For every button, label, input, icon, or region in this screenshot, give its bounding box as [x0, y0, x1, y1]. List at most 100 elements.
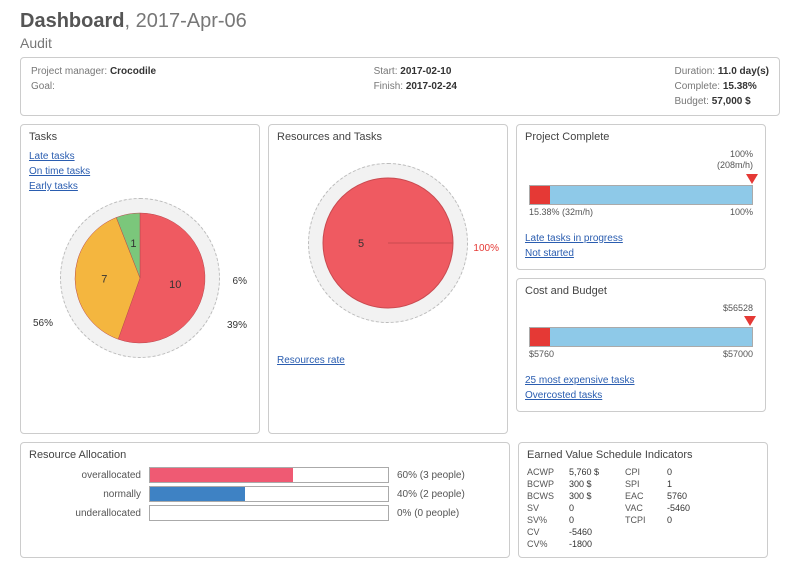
- evs-key: BCWS: [527, 491, 563, 501]
- evs-val: -5460: [667, 503, 717, 513]
- resources-pie-label: 5: [358, 238, 364, 250]
- complete-label: Complete:: [674, 81, 720, 92]
- evs-val: -1800: [569, 539, 619, 549]
- resource-allocation-title: Resource Allocation: [29, 449, 501, 461]
- ra-text: 0% (0 people): [389, 508, 459, 519]
- duration-label: Duration:: [674, 66, 715, 77]
- pc-top-2: (208m/h): [717, 160, 753, 170]
- evs-key: EAC: [625, 491, 661, 501]
- expensive-tasks-link[interactable]: 25 most expensive tasks: [525, 373, 757, 388]
- complete-value: 15.38%: [723, 81, 757, 92]
- cost-budget-bar: [529, 327, 753, 347]
- start-label: Start:: [374, 66, 398, 77]
- cb-caption-left: $5760: [529, 349, 554, 359]
- evs-val: 0: [667, 467, 717, 477]
- overcosted-tasks-link[interactable]: Overcosted tasks: [525, 388, 757, 403]
- svg-text:10: 10: [169, 279, 181, 291]
- pc-caption-left: 15.38% (32m/h): [529, 207, 593, 217]
- ra-track: [149, 467, 389, 483]
- resources-rate-link[interactable]: Resources rate: [277, 353, 499, 368]
- evs-val: 300 $: [569, 491, 619, 501]
- pm-label: Project manager:: [31, 66, 107, 77]
- tasks-pie-chart: 10 7 1: [60, 198, 220, 358]
- cost-budget-title: Cost and Budget: [525, 285, 757, 297]
- page-subtitle: Audit: [20, 35, 780, 51]
- evs-val: -5460: [569, 527, 619, 537]
- project-info-panel: Project manager: Crocodile Goal: Start: …: [20, 57, 780, 116]
- evs-val: 5760: [667, 491, 717, 501]
- not-started-link[interactable]: Not started: [525, 246, 757, 261]
- ra-row: overallocated 60% (3 people): [29, 467, 501, 483]
- pc-red-seg: [530, 186, 550, 204]
- page-title: Dashboard: [20, 10, 124, 32]
- ra-text: 40% (2 people): [389, 489, 465, 500]
- page-header: Dashboard, 2017-Apr-06 Audit: [20, 10, 780, 51]
- project-complete-title: Project Complete: [525, 131, 757, 143]
- evs-val: 1: [667, 479, 717, 489]
- budget-value: 57,000 $: [712, 96, 751, 107]
- finish-value: 2017-02-24: [406, 81, 457, 92]
- evs-val: 5,760 $: [569, 467, 619, 477]
- budget-label: Budget:: [674, 96, 708, 107]
- evs-key: SV%: [527, 515, 563, 525]
- ra-label: normally: [29, 489, 149, 500]
- pc-top-1: 100%: [730, 149, 753, 159]
- ra-label: overallocated: [29, 470, 149, 481]
- resource-allocation-panel: Resource Allocation overallocated 60% (3…: [20, 442, 510, 558]
- evs-key: SV: [527, 503, 563, 513]
- evs-key: CPI: [625, 467, 661, 477]
- evs-key: ACWP: [527, 467, 563, 477]
- pc-caption-right: 100%: [730, 207, 753, 217]
- evs-key: [625, 539, 661, 549]
- evs-key: CV%: [527, 539, 563, 549]
- evs-key: VAC: [625, 503, 661, 513]
- cb-red-seg: [530, 328, 550, 346]
- goal-label: Goal:: [31, 81, 55, 92]
- evs-key: BCWP: [527, 479, 563, 489]
- ra-track: [149, 505, 389, 521]
- ra-row: normally 40% (2 people): [29, 486, 501, 502]
- cost-budget-panel: Cost and Budget $56528 $5760 $57000 25 m…: [516, 278, 766, 413]
- tasks-pct-rt: 6%: [233, 276, 247, 287]
- resources-pie-chart: 5: [308, 163, 468, 323]
- evs-val: 0: [667, 515, 717, 525]
- cb-marker-icon: [744, 316, 756, 326]
- evs-val: 0: [569, 503, 619, 513]
- tasks-pct-left: 56%: [33, 318, 53, 329]
- tasks-pct-rb: 39%: [227, 320, 247, 331]
- finish-label: Finish:: [374, 81, 403, 92]
- ra-fill: [150, 468, 293, 482]
- early-tasks-link[interactable]: Early tasks: [29, 179, 251, 194]
- duration-value: 11.0 day(s): [718, 66, 769, 77]
- evs-val: 0: [569, 515, 619, 525]
- evs-title: Earned Value Schedule Indicators: [527, 449, 759, 461]
- ra-track: [149, 486, 389, 502]
- evs-key: CV: [527, 527, 563, 537]
- page-date: , 2017-Apr-06: [124, 10, 246, 32]
- svg-text:1: 1: [130, 238, 136, 250]
- evs-key: TCPI: [625, 515, 661, 525]
- evs-val: 300 $: [569, 479, 619, 489]
- late-tasks-link[interactable]: Late tasks: [29, 149, 251, 164]
- evs-panel: Earned Value Schedule Indicators ACWP 5,7…: [518, 442, 768, 558]
- evs-val: [667, 527, 717, 537]
- start-value: 2017-02-10: [400, 66, 451, 77]
- ontime-tasks-link[interactable]: On time tasks: [29, 164, 251, 179]
- evs-val: [667, 539, 717, 549]
- evs-key: [625, 527, 661, 537]
- pc-marker-icon: [746, 174, 758, 184]
- pm-value: Crocodile: [110, 66, 156, 77]
- cb-caption-right: $57000: [723, 349, 753, 359]
- tasks-panel: Tasks Late tasks On time tasks Early tas…: [20, 124, 260, 434]
- resources-title: Resources and Tasks: [277, 131, 499, 143]
- resources-panel: Resources and Tasks 5 100% Resources rat…: [268, 124, 508, 434]
- evs-key: SPI: [625, 479, 661, 489]
- project-complete-bar: [529, 185, 753, 205]
- tasks-title: Tasks: [29, 131, 251, 143]
- ra-text: 60% (3 people): [389, 470, 465, 481]
- late-progress-link[interactable]: Late tasks in progress: [525, 231, 757, 246]
- ra-row: underallocated 0% (0 people): [29, 505, 501, 521]
- resources-pct-label: 100%: [473, 243, 499, 254]
- ra-fill: [150, 487, 245, 501]
- svg-text:7: 7: [101, 274, 107, 286]
